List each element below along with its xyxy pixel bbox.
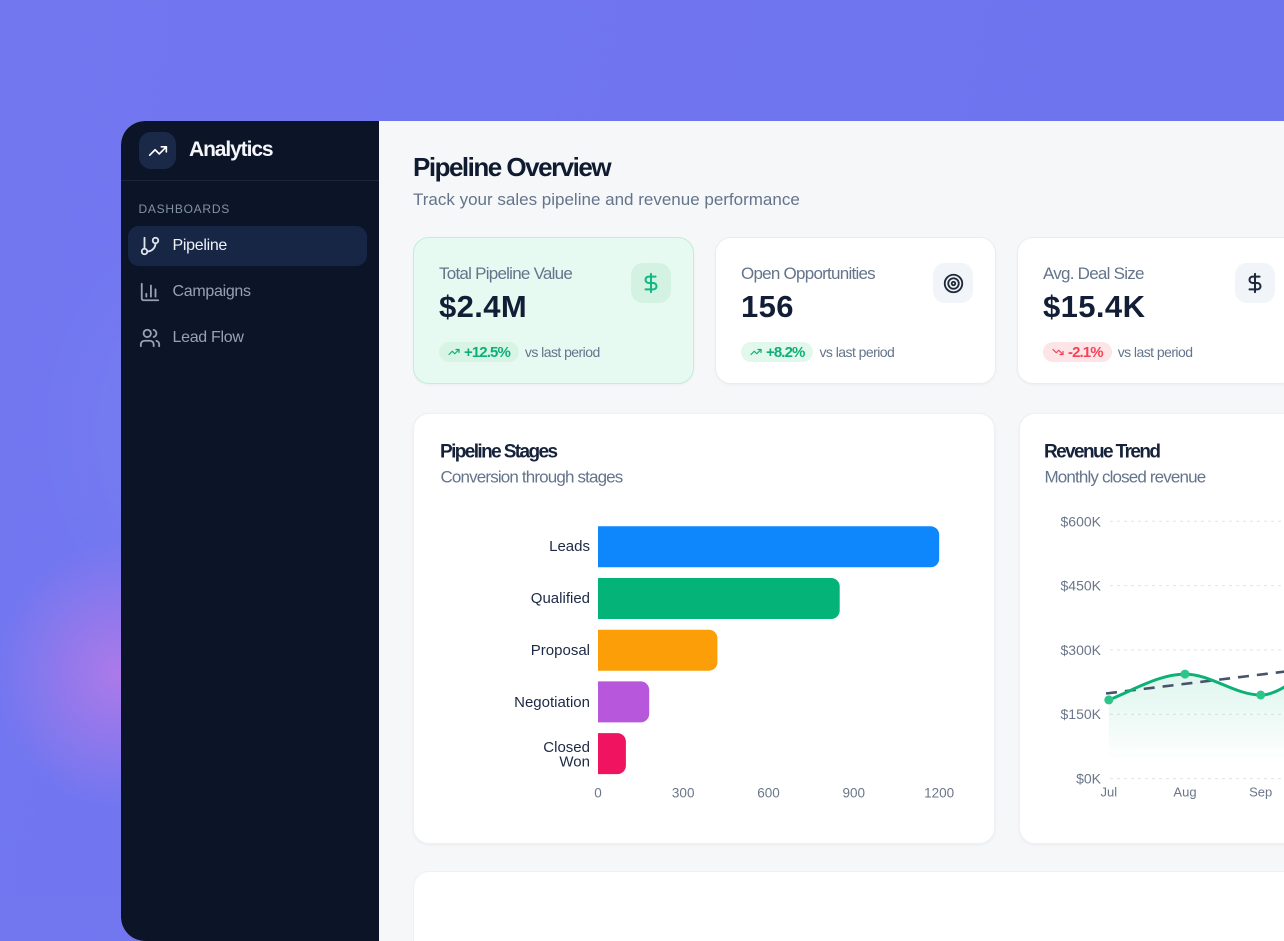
svg-text:Negotiation: Negotiation: [514, 694, 590, 711]
svg-text:Qualified: Qualified: [531, 590, 590, 607]
svg-text:Aug: Aug: [1173, 785, 1196, 800]
svg-text:300: 300: [672, 786, 695, 801]
svg-text:0: 0: [594, 786, 602, 801]
svg-text:$0K: $0K: [1076, 771, 1102, 787]
svg-text:$450K: $450K: [1061, 578, 1102, 594]
svg-text:Monthly closed revenue: Monthly closed revenue: [1045, 468, 1206, 487]
svg-text:Sep: Sep: [1249, 785, 1272, 800]
svg-text:$600K: $600K: [1061, 513, 1102, 529]
svg-text:900: 900: [843, 786, 866, 801]
svg-text:Closed: Closed: [543, 739, 590, 756]
svg-text:Jul: Jul: [1100, 785, 1117, 800]
svg-text:$150K: $150K: [1061, 706, 1102, 722]
svg-text:Pipeline Stages: Pipeline Stages: [440, 442, 557, 463]
svg-text:600: 600: [757, 786, 780, 801]
svg-text:Revenue Trend: Revenue Trend: [1044, 442, 1160, 463]
svg-text:1200: 1200: [924, 786, 954, 801]
svg-text:$300K: $300K: [1061, 642, 1102, 658]
svg-text:Leads: Leads: [549, 538, 590, 555]
svg-text:Won: Won: [559, 753, 590, 770]
svg-text:Proposal: Proposal: [531, 642, 590, 659]
svg-text:Conversion through stages: Conversion through stages: [441, 468, 623, 487]
